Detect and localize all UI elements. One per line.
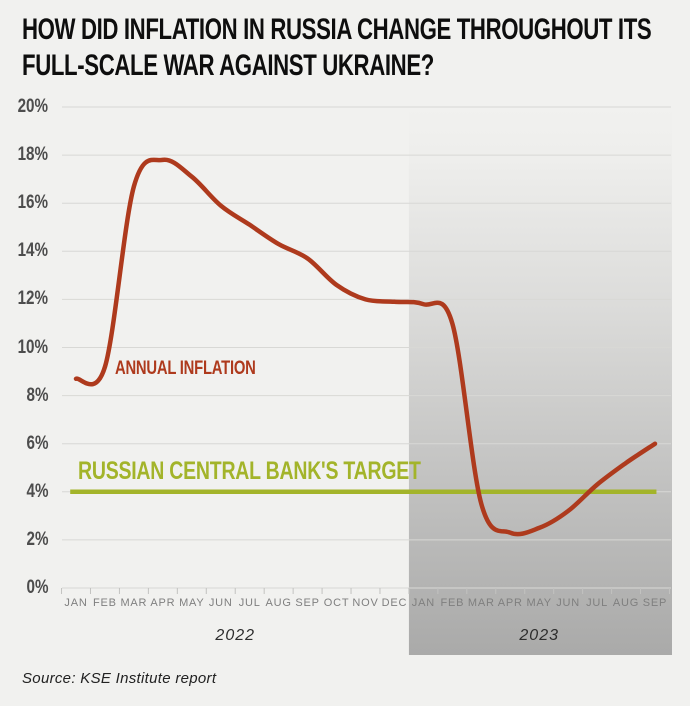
x-axis-label-2022-mar: MAR [120, 597, 148, 609]
x-axis-label-2022-jan: JAN [64, 597, 88, 609]
y-axis-label-10: 10% [17, 336, 48, 358]
source-attribution: Source: KSE Institute report [22, 670, 217, 687]
year-label-2022: 2022 [215, 627, 256, 644]
x-axis-label-2023-jun: JUN [556, 597, 581, 609]
annual-inflation-label: ANNUAL INFLATION [115, 358, 256, 379]
x-axis-label-2023-may: MAY [526, 597, 552, 609]
x-axis-label-2023-jan: JAN [411, 597, 435, 609]
y-axis-label-4: 4% [26, 480, 48, 502]
highlight-region-2023 [408, 107, 672, 655]
x-axis-label-2023-jul: JUL [586, 597, 609, 609]
x-axis-label-2022-jul: JUL [238, 597, 261, 609]
x-axis-label-2023-aug: AUG [612, 597, 640, 609]
x-axis-label-2022-oct: OCT [323, 597, 350, 609]
y-axis-label-0: 0% [26, 577, 48, 598]
year-label-2023: 2023 [519, 627, 559, 644]
x-axis-label-2022-apr: APR [150, 597, 176, 609]
x-axis-label-2023-mar: MAR [467, 597, 495, 609]
y-axis-label-18: 18% [17, 144, 48, 166]
x-axis-label-2022-may: MAY [179, 597, 205, 609]
x-axis-label-2023-apr: APR [497, 597, 523, 609]
y-axis-label-14: 14% [17, 240, 48, 262]
page-title-line2: FULL-SCALE WAR AGAINST UKRAINE? [22, 49, 434, 82]
x-axis-label-2022-jun: JUN [208, 597, 233, 609]
y-axis-label-6: 6% [26, 432, 48, 454]
central-bank-target-label: RUSSIAN CENTRAL BANK'S TARGET [78, 457, 421, 485]
page-title: HOW DID INFLATION IN RUSSIA CHANGE THROU… [22, 12, 690, 84]
x-axis-label-2022-nov: NOV [352, 597, 379, 609]
y-axis-label-2: 2% [26, 528, 48, 550]
page-title-line1: HOW DID INFLATION IN RUSSIA CHANGE THROU… [22, 13, 652, 46]
inflation-line [73, 157, 658, 537]
x-axis-label-2022-dec: DEC [381, 597, 408, 609]
x-axis-label-2022-aug: AUG [265, 597, 292, 609]
x-axis-label-2022-feb: FEB [93, 597, 117, 609]
x-axis-label-2023-sep: SEP [642, 597, 668, 609]
y-axis-label-8: 8% [26, 384, 48, 406]
y-axis-label-12: 12% [17, 288, 48, 310]
x-axis-label-2022-sep: SEP [295, 597, 320, 609]
y-axis-label-20: 20% [17, 96, 48, 117]
x-axis-label-2023-feb: FEB [440, 597, 465, 609]
y-axis-label-16: 16% [17, 192, 48, 214]
